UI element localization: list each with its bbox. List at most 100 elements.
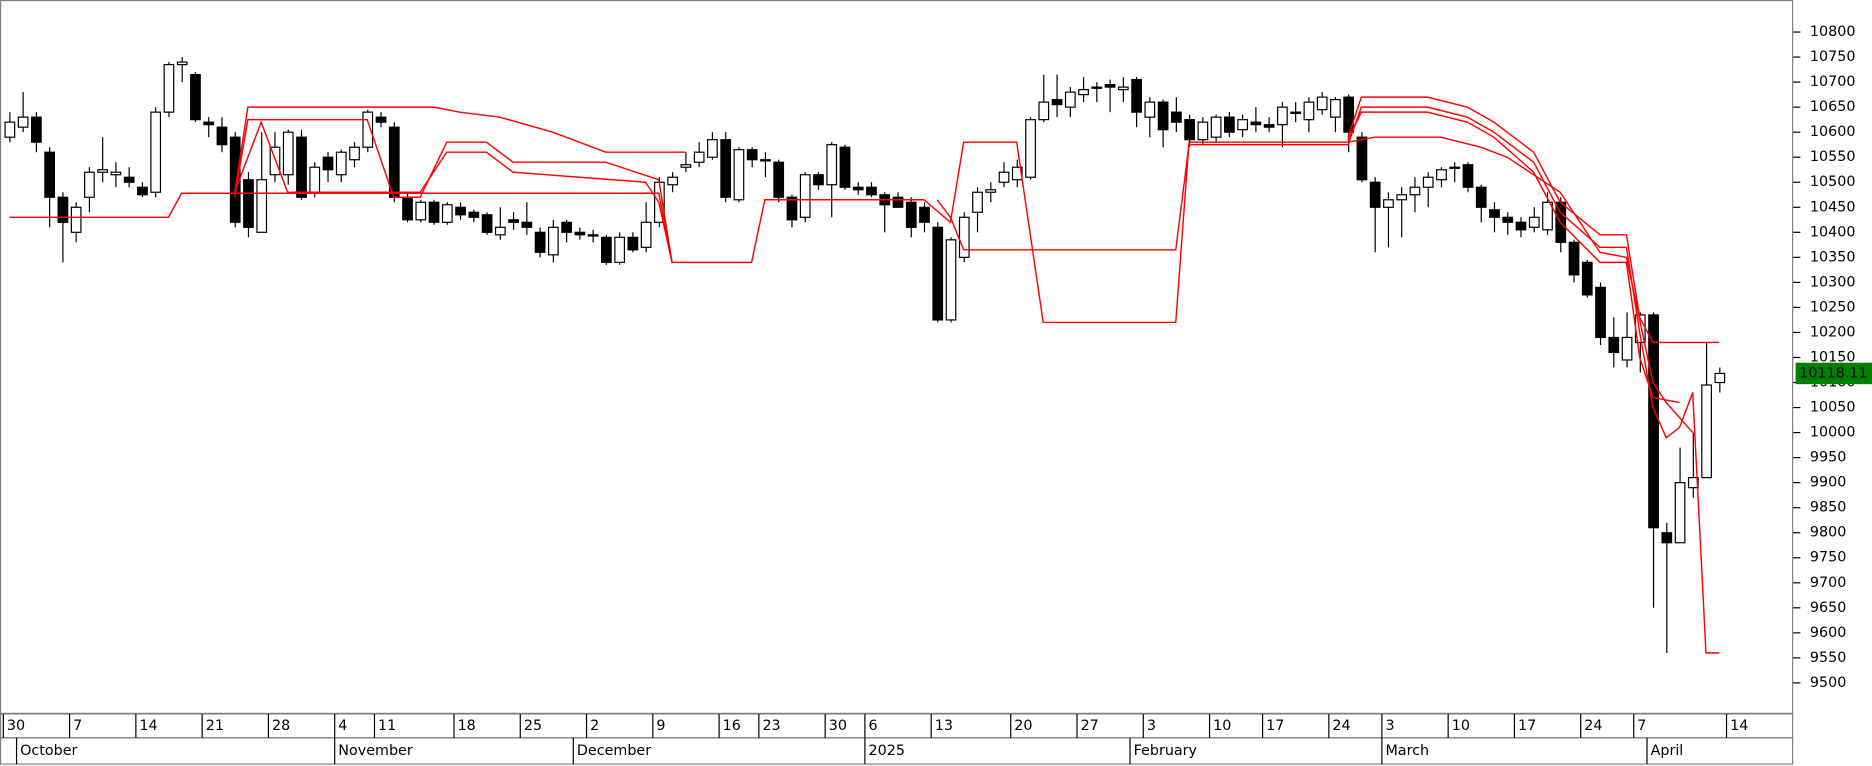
candle-body	[1568, 241, 1580, 276]
candle-body	[269, 146, 281, 176]
x-tick-label: 17	[1266, 718, 1284, 734]
candle-body	[296, 136, 307, 198]
x-tick-label: 20	[1014, 718, 1032, 734]
y-tick-label: 10500	[1810, 174, 1856, 190]
candle-body	[1157, 101, 1169, 131]
candle-body	[57, 196, 69, 223]
x-tick-label: 14	[1730, 718, 1748, 734]
x-tick-label: 3	[1385, 718, 1394, 734]
candle-body	[1409, 186, 1421, 196]
x-tick-label: 11	[378, 718, 396, 734]
x-tick-label: 16	[723, 718, 741, 734]
candle-body	[627, 236, 639, 251]
y-tick-label: 10650	[1810, 99, 1856, 115]
candle-body	[17, 116, 29, 128]
y-tick-label: 10750	[1810, 49, 1856, 65]
candle-body	[1290, 111, 1302, 114]
candle-body	[1436, 169, 1447, 181]
candle-body	[1356, 136, 1368, 181]
y-tick-label: 9700	[1810, 575, 1846, 591]
y-tick-label: 10550	[1810, 149, 1856, 165]
candle-body	[707, 139, 718, 158]
y-tick-label: 9750	[1810, 550, 1846, 566]
x-tick-label: 7	[1637, 718, 1646, 734]
candle-body	[1224, 116, 1235, 133]
candle-body	[282, 131, 294, 176]
candle-body	[1489, 209, 1500, 218]
x-tick-label: 7	[73, 718, 82, 734]
candle-body	[1661, 532, 1673, 544]
candle-body	[1369, 181, 1381, 208]
x-tick-label: 13	[935, 718, 953, 734]
x-tick-label: 2	[590, 718, 599, 734]
candle-body	[972, 191, 983, 213]
y-tick-label: 9850	[1810, 500, 1846, 516]
candle-body	[1025, 119, 1036, 178]
overlay-line	[233, 96, 1720, 344]
candle-body	[349, 146, 360, 161]
candle-body	[123, 176, 135, 183]
candle-body	[243, 179, 254, 228]
y-tick-label: 10350	[1810, 249, 1856, 265]
candle-body	[1515, 221, 1527, 231]
y-tick-label: 9900	[1810, 475, 1846, 491]
month-label: 2025	[868, 743, 904, 759]
candle-body	[614, 236, 626, 263]
y-tick-label: 9550	[1810, 650, 1846, 666]
last-value-label: 10118.11	[1799, 365, 1867, 381]
x-tick-label: 28	[272, 718, 290, 734]
candle-body	[1064, 91, 1076, 108]
overlay-line	[233, 111, 1680, 404]
candle-body	[1422, 176, 1434, 188]
candle-body	[150, 111, 162, 193]
x-tick-label: 10	[1452, 718, 1470, 734]
y-tick-label: 10700	[1810, 74, 1856, 90]
candle-body	[1104, 84, 1116, 88]
candle-body	[1303, 101, 1315, 121]
y-tick-label: 10250	[1810, 299, 1856, 315]
candle-body	[97, 169, 109, 173]
candle-body	[362, 111, 374, 148]
candle-body	[309, 166, 321, 193]
candle-body	[826, 144, 838, 186]
candle-body	[190, 74, 201, 121]
candle-body	[786, 196, 798, 221]
candle-body	[1011, 166, 1023, 181]
candle-body	[1330, 99, 1341, 118]
y-tick-label: 10200	[1810, 324, 1856, 340]
candle-body	[773, 161, 785, 198]
x-tick-label: 23	[762, 718, 780, 734]
candle-body	[388, 126, 400, 198]
y-tick-label: 10150	[1810, 349, 1856, 365]
candle-body	[1144, 101, 1156, 118]
month-label: April	[1651, 743, 1684, 759]
candle-body	[547, 226, 559, 256]
candle-body	[1263, 124, 1275, 128]
candle-body	[163, 63, 175, 113]
x-tick-label: 25	[524, 718, 542, 734]
candle-body	[1701, 384, 1712, 479]
candle-body	[587, 234, 599, 237]
candle-body	[1237, 119, 1249, 131]
candle-body	[455, 206, 466, 216]
candle-body	[985, 189, 997, 193]
candle-body	[958, 216, 970, 258]
candle-body	[84, 171, 95, 198]
candle-body	[667, 176, 679, 186]
candle-body	[494, 226, 506, 236]
candle-body	[31, 116, 42, 143]
overlay-line	[233, 106, 1720, 654]
candle-body	[720, 139, 732, 198]
month-label: November	[338, 743, 413, 759]
y-tick-label: 10000	[1810, 425, 1856, 441]
candle-body	[1621, 336, 1633, 361]
candle-body	[521, 221, 533, 228]
candle-body	[176, 61, 188, 66]
y-tick-label: 9950	[1810, 450, 1846, 466]
candle-body	[534, 231, 546, 253]
x-tick-label: 4	[338, 718, 347, 734]
candle-body	[1714, 372, 1726, 384]
candle-body	[1595, 286, 1606, 339]
y-tick-label: 10600	[1810, 124, 1856, 140]
